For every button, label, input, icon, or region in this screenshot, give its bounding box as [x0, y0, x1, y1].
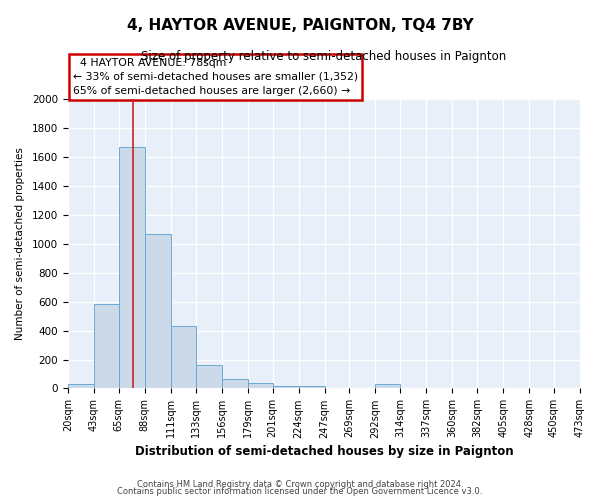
Bar [248, 384, 272, 388]
Bar [299, 386, 325, 388]
Bar [196, 366, 221, 388]
Bar [272, 386, 299, 388]
Bar [119, 146, 145, 388]
Y-axis label: Number of semi-detached properties: Number of semi-detached properties [15, 147, 25, 340]
Text: 4 HAYTOR AVENUE: 78sqm
← 33% of semi-detached houses are smaller (1,352)
65% of : 4 HAYTOR AVENUE: 78sqm ← 33% of semi-det… [73, 58, 358, 96]
Bar [376, 384, 400, 388]
Bar [145, 234, 171, 388]
Text: Contains HM Land Registry data © Crown copyright and database right 2024.: Contains HM Land Registry data © Crown c… [137, 480, 463, 489]
Text: 4, HAYTOR AVENUE, PAIGNTON, TQ4 7BY: 4, HAYTOR AVENUE, PAIGNTON, TQ4 7BY [127, 18, 473, 32]
Bar [171, 326, 196, 388]
X-axis label: Distribution of semi-detached houses by size in Paignton: Distribution of semi-detached houses by … [134, 444, 513, 458]
Bar [68, 384, 94, 388]
Title: Size of property relative to semi-detached houses in Paignton: Size of property relative to semi-detach… [142, 50, 506, 63]
Text: Contains public sector information licensed under the Open Government Licence v3: Contains public sector information licen… [118, 488, 482, 496]
Bar [221, 379, 248, 388]
Bar [94, 304, 119, 388]
